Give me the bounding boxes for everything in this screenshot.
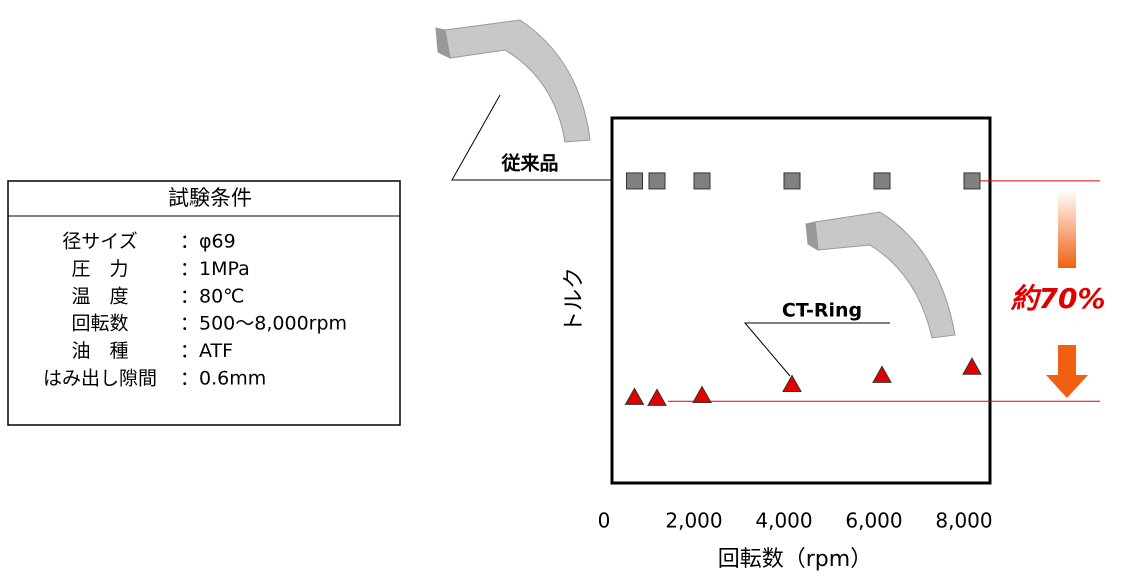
- table-label: はみ出し隙間: [43, 368, 157, 390]
- triangle-marker: [783, 376, 801, 392]
- table-label: 径サイズ: [62, 231, 137, 253]
- triangle-marker: [648, 389, 666, 405]
- x-axis-label: 回転数（rpm）: [718, 547, 872, 572]
- table-value: ：1MPa: [180, 258, 250, 280]
- square-marker: [694, 173, 710, 189]
- page: {"chart_data": {"type": "scatter", "x_la…: [0, 0, 1121, 583]
- table-value: ：500～8,000rpm: [180, 313, 347, 335]
- table-label: 温 度: [71, 285, 128, 307]
- series-label: CT-Ring: [782, 300, 862, 322]
- callout-line: [745, 323, 890, 376]
- series-label: 従来品: [500, 152, 558, 175]
- table-value: ：ATF: [180, 340, 233, 362]
- x-tick-label: 2,000: [665, 509, 722, 533]
- square-marker: [649, 173, 665, 189]
- table-label: 油 種: [71, 340, 128, 362]
- table-label: 圧 力: [71, 258, 128, 280]
- arrow-shaft: [1058, 190, 1076, 268]
- square-marker: [627, 173, 643, 189]
- annotation: 約70%: [1010, 282, 1105, 315]
- table-value: ：80℃: [180, 285, 245, 307]
- square-marker: [784, 173, 800, 189]
- table-value: ：0.6mm: [180, 368, 266, 390]
- x-tick-label: 6,000: [845, 509, 902, 533]
- triangle-marker: [693, 387, 711, 403]
- triangle-marker: [873, 366, 891, 382]
- table-value: ：φ69: [180, 231, 236, 253]
- x-tick-label: 4,000: [755, 509, 812, 533]
- table-title: 試験条件: [168, 186, 252, 210]
- x-tick-label: 8,000: [935, 509, 992, 533]
- ring-image: [436, 20, 590, 142]
- square-marker: [964, 173, 980, 189]
- arrow-head: [1046, 345, 1088, 398]
- chart: 従来品 CT-Ring 約70% 回転数（rpm） トルク 試験条件 径サイズ ：…: [0, 0, 1121, 583]
- triangle-marker: [963, 358, 981, 374]
- triangle-marker: [626, 388, 644, 404]
- y-axis-label: トルク: [562, 267, 587, 333]
- x-tick-label: 0: [598, 509, 611, 533]
- square-marker: [874, 173, 890, 189]
- table-label: 回転数: [71, 313, 128, 335]
